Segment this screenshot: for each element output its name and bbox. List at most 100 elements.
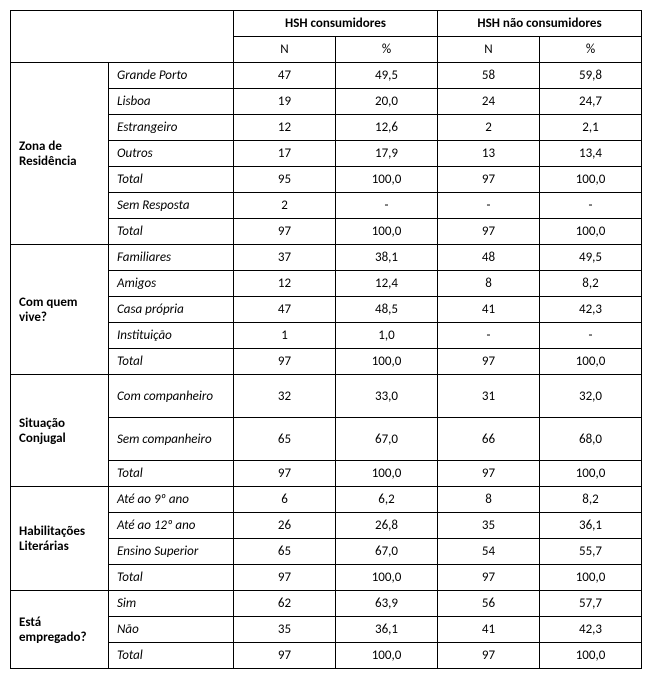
header-n-2: N — [438, 37, 540, 63]
row-label: Total — [109, 461, 234, 487]
cell-p2: 55,7 — [540, 539, 642, 565]
cell-n2: 24 — [438, 89, 540, 115]
cell-p2: 42,3 — [540, 297, 642, 323]
cell-p2: 100,0 — [540, 461, 642, 487]
cell-n1: 2 — [234, 193, 336, 219]
cell-p2: 2,1 — [540, 115, 642, 141]
cell-n2: 41 — [438, 617, 540, 643]
cell-n1: 19 — [234, 89, 336, 115]
row-label: Outros — [109, 141, 234, 167]
header-pct-1: % — [336, 37, 438, 63]
cell-p2: 100,0 — [540, 167, 642, 193]
group-label: Zona de Residência — [11, 63, 109, 245]
row-label: Total — [109, 349, 234, 375]
row-label: Sem companheiro — [109, 418, 234, 461]
cell-n1: 97 — [234, 643, 336, 669]
cell-p1: 63,9 — [336, 591, 438, 617]
cell-p1: 49,5 — [336, 63, 438, 89]
cell-n1: 97 — [234, 565, 336, 591]
cell-n1: 97 — [234, 461, 336, 487]
row-label: Total — [109, 643, 234, 669]
header-group-2: HSH não consumidores — [438, 11, 642, 37]
cell-p2: 42,3 — [540, 617, 642, 643]
row-label: Familiares — [109, 245, 234, 271]
cell-n2: 58 — [438, 63, 540, 89]
cell-p2: 68,0 — [540, 418, 642, 461]
cell-n2: 66 — [438, 418, 540, 461]
cell-n2: 48 — [438, 245, 540, 271]
cell-p2: 100,0 — [540, 349, 642, 375]
header-pct-2: % — [540, 37, 642, 63]
cell-n2: 97 — [438, 565, 540, 591]
cell-p1: 100,0 — [336, 219, 438, 245]
row-label: Estrangeiro — [109, 115, 234, 141]
group-label: Situação Conjugal — [11, 375, 109, 487]
row-label: Amigos — [109, 271, 234, 297]
row-label: Grande Porto — [109, 63, 234, 89]
cell-n2: 8 — [438, 487, 540, 513]
group-label: Habilitações Literárias — [11, 487, 109, 591]
cell-p2: 100,0 — [540, 219, 642, 245]
row-label: Total — [109, 167, 234, 193]
cell-p2: 59,8 — [540, 63, 642, 89]
row-label: Total — [109, 565, 234, 591]
cell-n2: - — [438, 323, 540, 349]
cell-n1: 17 — [234, 141, 336, 167]
cell-p2: - — [540, 193, 642, 219]
cell-p1: 48,5 — [336, 297, 438, 323]
cell-n2: 97 — [438, 167, 540, 193]
cell-n1: 12 — [234, 115, 336, 141]
cell-p1: 6,2 — [336, 487, 438, 513]
cell-p2: 13,4 — [540, 141, 642, 167]
cell-n1: 37 — [234, 245, 336, 271]
header-n-1: N — [234, 37, 336, 63]
cell-n2: 97 — [438, 461, 540, 487]
row-label: Lisboa — [109, 89, 234, 115]
cell-p1: 100,0 — [336, 565, 438, 591]
cell-n1: 95 — [234, 167, 336, 193]
cell-p1: 67,0 — [336, 418, 438, 461]
cell-p1: 1,0 — [336, 323, 438, 349]
cell-n2: 97 — [438, 349, 540, 375]
cell-p2: 32,0 — [540, 375, 642, 418]
cell-p1: - — [336, 193, 438, 219]
cell-p1: 67,0 — [336, 539, 438, 565]
cell-p1: 100,0 — [336, 461, 438, 487]
cell-n2: 31 — [438, 375, 540, 418]
cell-n1: 1 — [234, 323, 336, 349]
cell-n2: 56 — [438, 591, 540, 617]
cell-p2: - — [540, 323, 642, 349]
cell-p1: 33,0 — [336, 375, 438, 418]
cell-p2: 57,7 — [540, 591, 642, 617]
cell-p2: 8,2 — [540, 487, 642, 513]
row-label: Sem Resposta — [109, 193, 234, 219]
cell-p2: 100,0 — [540, 565, 642, 591]
row-label: Casa própria — [109, 297, 234, 323]
row-label: Com companheiro — [109, 375, 234, 418]
row-label: Instituição — [109, 323, 234, 349]
cell-n1: 47 — [234, 297, 336, 323]
cell-n1: 65 — [234, 539, 336, 565]
cell-n1: 35 — [234, 617, 336, 643]
cell-n1: 97 — [234, 349, 336, 375]
cell-n1: 6 — [234, 487, 336, 513]
cell-p2: 36,1 — [540, 513, 642, 539]
row-label: Até ao 12º ano — [109, 513, 234, 539]
cell-n2: 13 — [438, 141, 540, 167]
row-label: Ensino Superior — [109, 539, 234, 565]
cell-n1: 65 — [234, 418, 336, 461]
cell-p2: 49,5 — [540, 245, 642, 271]
cell-n1: 97 — [234, 219, 336, 245]
cell-n2: - — [438, 193, 540, 219]
cell-p1: 12,6 — [336, 115, 438, 141]
row-label: Sim — [109, 591, 234, 617]
cell-p1: 17,9 — [336, 141, 438, 167]
corner-cell — [11, 11, 234, 63]
row-label: Não — [109, 617, 234, 643]
cell-p2: 100,0 — [540, 643, 642, 669]
row-label: Total — [109, 219, 234, 245]
cell-p1: 12,4 — [336, 271, 438, 297]
cell-p1: 100,0 — [336, 643, 438, 669]
cell-p2: 24,7 — [540, 89, 642, 115]
cell-n1: 26 — [234, 513, 336, 539]
